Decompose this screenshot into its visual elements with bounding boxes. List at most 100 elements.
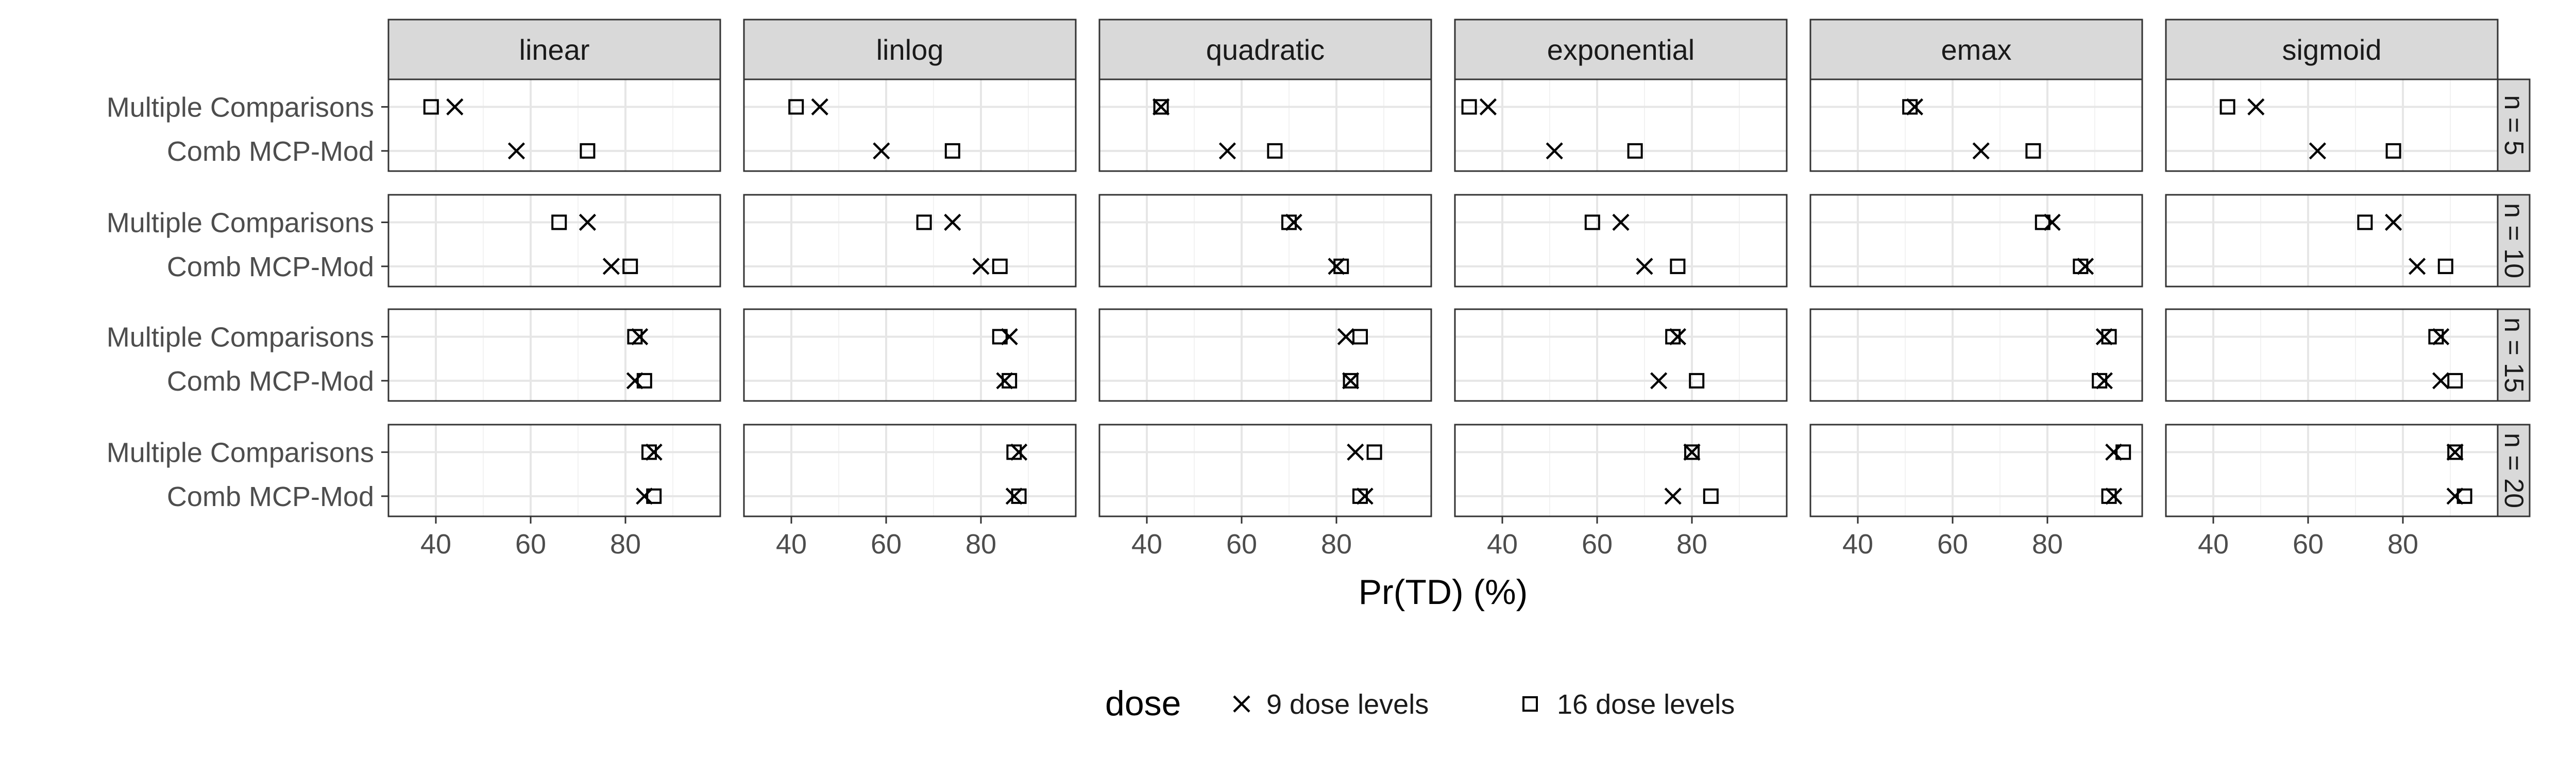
point-9-dose-levels bbox=[1005, 488, 1023, 505]
data-marks bbox=[423, 98, 2472, 505]
point-9-dose-levels bbox=[1636, 258, 1653, 275]
point-9-dose-levels bbox=[631, 328, 649, 345]
legend-key-16-dose-levels bbox=[1522, 696, 1538, 712]
y-tick-label: Comb MCP-Mod bbox=[167, 136, 374, 167]
point-9-dose-levels bbox=[1285, 213, 1302, 231]
point-16-dose-levels bbox=[551, 214, 567, 230]
panel-linear-1 bbox=[387, 194, 721, 288]
point-9-dose-levels bbox=[2446, 443, 2464, 461]
panel-emax-2 bbox=[1809, 308, 2143, 402]
point-16-dose-levels bbox=[2101, 329, 2117, 345]
point-16-dose-levels bbox=[1002, 373, 1018, 389]
point-16-dose-levels bbox=[1153, 99, 1169, 115]
panel-exponential-0 bbox=[1454, 78, 1788, 172]
point-16-dose-levels bbox=[1011, 488, 1027, 504]
point-9-dose-levels bbox=[2043, 213, 2061, 231]
x-tick-label: 40 bbox=[1131, 529, 1162, 560]
facet-label-linear: linear bbox=[519, 33, 590, 66]
y-tick-label: Multiple Comparisons bbox=[107, 322, 374, 352]
x-tick-label: 60 bbox=[871, 529, 902, 560]
point-9-dose-levels bbox=[1153, 98, 1170, 115]
y-tick-label: Comb MCP-Mod bbox=[167, 251, 374, 282]
row-strip-2 bbox=[2497, 308, 2531, 402]
y-tick-label: Comb MCP-Mod bbox=[167, 366, 374, 397]
point-9-dose-levels bbox=[2446, 488, 2464, 505]
point-16-dose-levels bbox=[2092, 373, 2108, 389]
x-tick-label: 60 bbox=[515, 529, 546, 560]
legend: dose 9 dose levels 16 dose levels bbox=[1105, 684, 1735, 723]
point-16-dose-levels bbox=[1366, 444, 1382, 460]
point-16-dose-levels bbox=[992, 258, 1008, 274]
point-16-dose-levels bbox=[1461, 99, 1477, 115]
point-9-dose-levels bbox=[2409, 258, 2426, 275]
point-16-dose-levels bbox=[1352, 488, 1368, 504]
panel-exponential-1 bbox=[1454, 194, 1788, 288]
facet-strip-linear bbox=[387, 19, 721, 80]
point-16-dose-levels bbox=[423, 99, 439, 115]
legend-title: dose bbox=[1105, 684, 1181, 723]
panel-emax-3 bbox=[1809, 424, 2143, 517]
point-16-dose-levels bbox=[1689, 373, 1705, 389]
x-tick-label: 40 bbox=[420, 529, 451, 560]
panel-sigmoid-0 bbox=[2165, 78, 2499, 172]
point-9-dose-levels bbox=[1650, 372, 1668, 390]
x-tick-label: 60 bbox=[1582, 529, 1613, 560]
point-9-dose-levels bbox=[1001, 328, 1018, 345]
panel-quadratic-3 bbox=[1098, 424, 1432, 517]
point-9-dose-levels bbox=[944, 213, 961, 231]
point-16-dose-levels bbox=[1584, 214, 1600, 230]
panel-frames bbox=[387, 78, 2499, 517]
point-9-dose-levels bbox=[2385, 213, 2402, 231]
panel-linlog-2 bbox=[743, 308, 1077, 402]
point-9-dose-levels bbox=[626, 372, 643, 390]
point-16-dose-levels bbox=[2437, 258, 2453, 274]
x-tick-label: 80 bbox=[610, 529, 641, 560]
legend-label-16-dose-levels: 16 dose levels bbox=[1557, 689, 1735, 720]
point-9-dose-levels bbox=[972, 258, 990, 275]
x-tick-label: 80 bbox=[2032, 529, 2063, 560]
point-9-dose-levels bbox=[1669, 328, 1686, 345]
point-16-dose-levels bbox=[1352, 329, 1368, 345]
point-9-dose-levels bbox=[645, 443, 663, 461]
row-label-1: n = 10 bbox=[2499, 203, 2529, 278]
point-16-dose-levels bbox=[2447, 373, 2463, 389]
point-16-dose-levels bbox=[2101, 488, 2117, 504]
facet-label-exponential: exponential bbox=[1547, 33, 1694, 66]
point-9-dose-levels bbox=[873, 142, 890, 160]
x-tick-label: 80 bbox=[1676, 529, 1707, 560]
panel-linear-2 bbox=[387, 308, 721, 402]
axes-layer: Multiple Comparisons Comb MCP-Mod Multiple… bbox=[107, 92, 2418, 560]
y-tick-label: Comb MCP-Mod bbox=[167, 481, 374, 512]
facet-label-sigmoid: sigmoid bbox=[2282, 33, 2382, 66]
point-16-dose-levels bbox=[1670, 258, 1686, 274]
point-16-dose-levels bbox=[2456, 488, 2472, 504]
point-16-dose-levels bbox=[627, 329, 643, 345]
x-axis-title: Pr(TD) (%) bbox=[1359, 573, 1528, 612]
x-tick-label: 40 bbox=[776, 529, 807, 560]
point-16-dose-levels bbox=[646, 488, 662, 504]
panel-linear-3 bbox=[387, 424, 721, 517]
point-16-dose-levels bbox=[992, 329, 1008, 345]
point-16-dose-levels bbox=[1281, 214, 1297, 230]
x-tick-label: 60 bbox=[1937, 529, 1968, 560]
point-9-dose-levels bbox=[2095, 372, 2113, 390]
panel-emax-0 bbox=[1809, 78, 2143, 172]
x-tick-label: 80 bbox=[2387, 529, 2418, 560]
point-9-dose-levels bbox=[996, 372, 1013, 390]
point-9-dose-levels bbox=[1906, 98, 1923, 115]
row-strip-3 bbox=[2497, 424, 2531, 517]
point-9-dose-levels bbox=[2095, 328, 2113, 345]
point-16-dose-levels bbox=[1684, 444, 1700, 460]
panel-quadratic-2 bbox=[1098, 308, 1432, 402]
point-16-dose-levels bbox=[1267, 143, 1283, 159]
grid-layer bbox=[388, 79, 2498, 516]
point-16-dose-levels bbox=[1627, 143, 1643, 159]
row-label-0: n = 5 bbox=[2499, 95, 2529, 155]
point-16-dose-levels bbox=[580, 143, 596, 159]
x-tick-label: 80 bbox=[965, 529, 996, 560]
facet-strip-sigmoid bbox=[2165, 19, 2499, 80]
point-9-dose-levels bbox=[1347, 443, 1364, 461]
x-tick-label: 40 bbox=[1842, 529, 1873, 560]
panel-linear-0 bbox=[387, 78, 721, 172]
facet-label-emax: emax bbox=[1941, 33, 2012, 66]
